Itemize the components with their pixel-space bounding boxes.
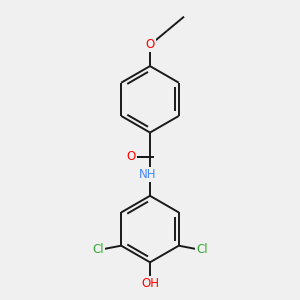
Text: NH: NH — [139, 168, 157, 181]
Text: Cl: Cl — [92, 243, 104, 256]
Text: OH: OH — [141, 277, 159, 290]
Text: Cl: Cl — [196, 243, 208, 256]
Text: O: O — [146, 38, 154, 52]
Text: O: O — [127, 150, 136, 163]
